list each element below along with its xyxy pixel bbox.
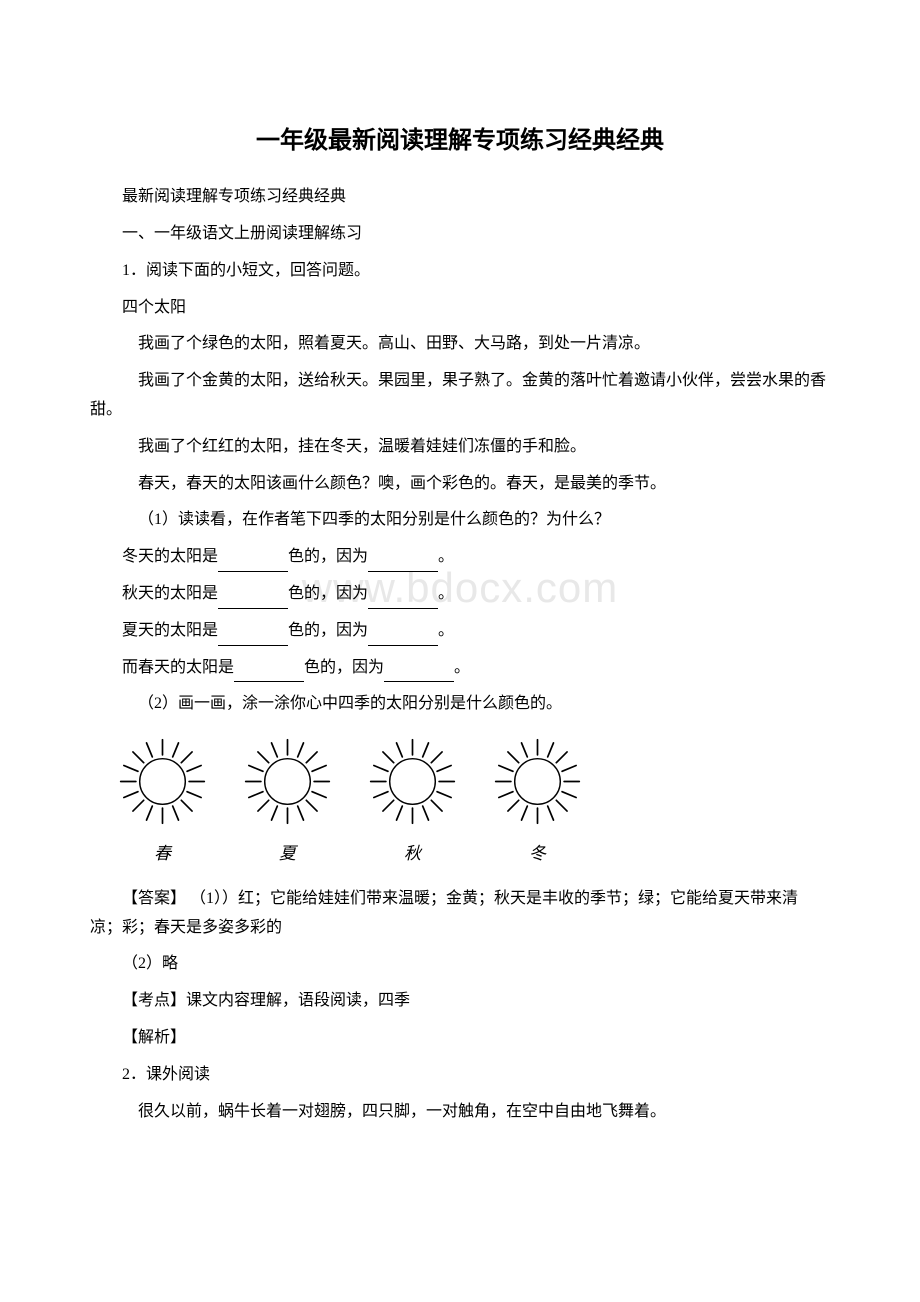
passage-p3: 我画了个红红的太阳，挂在冬天，温暖着娃娃们冻僵的手和脸。 [90,433,830,462]
sun-icon-autumn [365,734,460,829]
blank-summer-color[interactable] [218,626,288,645]
passage-p4: 春天，春天的太阳该画什么颜色？噢，画个彩色的。春天，是最美的季节。 [90,470,830,499]
sun-icon-summer [240,734,335,829]
blank-winter-reason[interactable] [368,553,438,572]
winter-prefix: 冬天的太阳是 [122,548,218,565]
answer-label: 【答案】 [122,890,186,907]
jiexi-label: 【解析】 [122,1029,186,1046]
fill-line-summer: 夏天的太阳是 色的，因为 。 [90,617,830,646]
spring-prefix: 而春天的太阳是 [122,659,234,676]
blank-summer-reason[interactable] [368,626,438,645]
summer-mid: 色的，因为 [288,622,368,639]
sun-icons-row [115,734,830,829]
kaodian-label: 【考点】 [122,992,186,1009]
fill-line-spring: 而春天的太阳是 色的，因为 。 [90,654,830,683]
season-label-spring: 春 [115,839,210,870]
answer-text: （1））红；它能给娃娃们带来温暖；金黄；秋天是丰收的季节；绿；它能给夏天带来清凉… [90,890,798,936]
winter-end: 。 [438,548,454,565]
spring-mid: 色的，因为 [304,659,384,676]
passage-p2: 我画了个金黄的太阳，送给秋天。果园里，果子熟了。金黄的落叶忙着邀请小伙伴，尝尝水… [90,367,830,425]
blank-spring-color[interactable] [234,663,304,682]
fill-line-autumn: 秋天的太阳是 色的，因为 。 [90,580,830,609]
blank-winter-color[interactable] [218,553,288,572]
q2-p1: 很久以前，蜗牛长着一对翅膀，四只脚，一对触角，在空中自由地飞舞着。 [90,1098,830,1127]
q1-sub2: （2）画一画，涂一涂你心中四季的太阳分别是什么颜色的。 [90,690,830,719]
autumn-prefix: 秋天的太阳是 [122,585,218,602]
passage-title: 四个太阳 [90,294,830,323]
autumn-mid: 色的，因为 [288,585,368,602]
winter-mid: 色的，因为 [288,548,368,565]
q2-heading: 2．课外阅读 [90,1061,830,1090]
blank-autumn-reason[interactable] [368,590,438,609]
season-label-autumn: 秋 [365,839,460,870]
q1-heading: 1．阅读下面的小短文，回答问题。 [90,257,830,286]
section-heading: 一、一年级语文上册阅读理解练习 [90,220,830,249]
fill-line-winter: 冬天的太阳是 色的，因为 。 [90,543,830,572]
passage-p2-text: 我画了个金黄的太阳，送给秋天。果园里，果子熟了。金黄的落叶忙着邀请小伙伴，尝尝水… [90,372,826,418]
intro-line: 最新阅读理解专项练习经典经典 [90,183,830,212]
season-labels-row: 春 夏 秋 冬 [115,839,830,870]
autumn-end: 。 [438,585,454,602]
season-label-winter: 冬 [490,839,585,870]
season-label-summer: 夏 [240,839,335,870]
sun-icon-winter [490,734,585,829]
document-title: 一年级最新阅读理解专项练习经典经典 [90,120,830,163]
jiexi-block: 【解析】 [90,1024,830,1053]
answer-block: 【答案】 （1））红；它能给娃娃们带来温暖；金黄；秋天是丰收的季节；绿；它能给夏… [90,885,830,943]
answer-2: （2）略 [90,950,830,979]
kaodian-text: 课文内容理解，语段阅读，四季 [186,992,410,1009]
q1-sub1: （1）读读看，在作者笔下四季的太阳分别是什么颜色的？为什么？ [90,506,830,535]
sun-icon-spring [115,734,210,829]
spring-end: 。 [454,659,470,676]
summer-end: 。 [438,622,454,639]
passage-p1: 我画了个绿色的太阳，照着夏天。高山、田野、大马路，到处一片清凉。 [90,330,830,359]
summer-prefix: 夏天的太阳是 [122,622,218,639]
blank-autumn-color[interactable] [218,590,288,609]
blank-spring-reason[interactable] [384,663,454,682]
kaodian-block: 【考点】课文内容理解，语段阅读，四季 [90,987,830,1016]
